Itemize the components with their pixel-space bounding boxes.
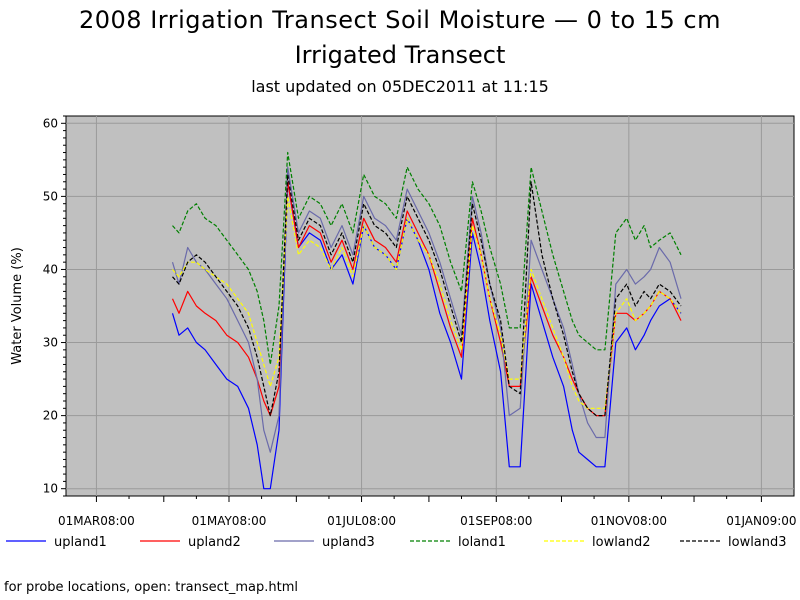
y-tick-label: 40 <box>43 262 58 276</box>
legend-label-lowland2: lowland2 <box>592 535 651 550</box>
legend-label-upland3: upland3 <box>322 535 375 550</box>
series-line-lowland3 <box>172 173 682 417</box>
legend-label-upland1: upland1 <box>54 535 107 550</box>
series-line-lowland2 <box>172 195 682 409</box>
x-tick-label: 01JAN09:00 <box>726 514 796 528</box>
y-tick-label: 20 <box>43 409 58 423</box>
y-tick-label: 60 <box>43 116 58 130</box>
x-tick-label: 01MAR08:00 <box>58 514 135 528</box>
plot-area <box>65 115 795 497</box>
y-tick-label: 50 <box>43 189 58 203</box>
chart-title: 2008 Irrigation Transect Soil Moisture —… <box>78 6 722 34</box>
x-tick-label: 01MAY08:00 <box>192 514 267 528</box>
legend-label-lowland3: lowland3 <box>728 535 787 550</box>
y-tick-label: 30 <box>43 336 58 350</box>
y-tick-label: 10 <box>43 482 58 496</box>
series-line-upland3 <box>171 166 682 453</box>
x-tick-label: 01JUL08:00 <box>327 514 396 528</box>
y-axis-label: Water Volume (%) <box>10 247 25 365</box>
probe-locations-note: for probe locations, open: transect_map.… <box>4 580 299 595</box>
series-line-loland1 <box>172 151 682 366</box>
chart-subtitle: Irrigated Transect <box>294 41 506 69</box>
last-updated-label: last updated on 05DEC2011 at 11:15 <box>251 77 549 96</box>
legend-label-upland2: upland2 <box>188 535 241 550</box>
x-tick-label: 01SEP08:00 <box>460 514 532 528</box>
series-line-upland1 <box>171 181 682 490</box>
legend-label-loland1: loland1 <box>458 535 506 550</box>
x-tick-label: 01NOV08:00 <box>591 514 667 528</box>
